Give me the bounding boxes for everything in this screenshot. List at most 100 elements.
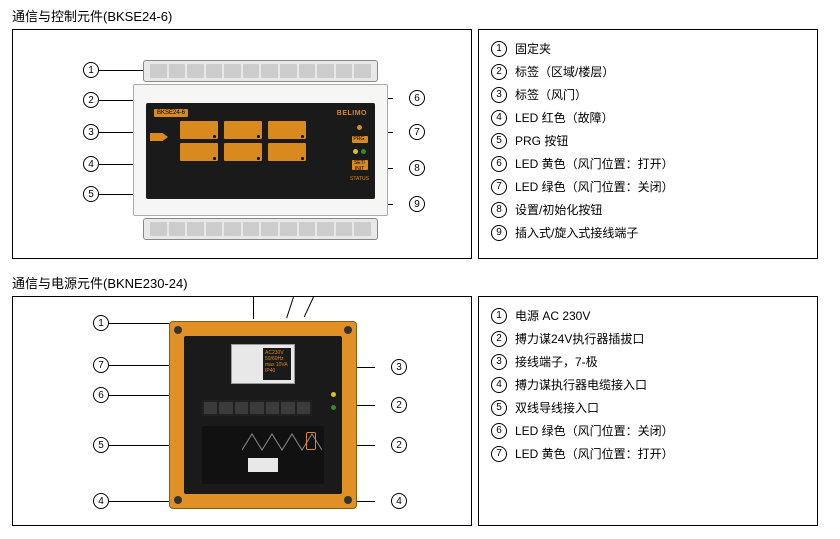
legend-text: 标签（风门） [515, 86, 587, 103]
device-body: BKSE24-6 BELIMO PRG. [133, 84, 388, 216]
rating-text: AC230V 50/60Hz max 10VA IP40 [263, 348, 291, 380]
legend-num: 6 [491, 156, 507, 172]
damper-label-2 [224, 121, 262, 139]
callout-2: 2 [83, 92, 99, 108]
callout-3: 3 [391, 359, 407, 375]
led-red-icon [357, 125, 362, 130]
section2-row: 1 7 6 5 4 3 2 2 4 AC230V 50/60Hz max 10V… [0, 296, 840, 534]
set-init-button[interactable]: SET/ INIT [352, 160, 368, 170]
legend-num: 7 [491, 179, 507, 195]
section1-legend-panel: 1 固定夹 2 标签（区域/楼层） 3 标签（风门） 4 LED 红色（故障） 5 PRG… [478, 29, 818, 259]
callout-4: 4 [93, 493, 109, 509]
damper-label-6 [268, 143, 306, 161]
callout-6: 6 [93, 387, 109, 403]
legend-text: LED 绿色（风门位置：关闭） [515, 422, 674, 439]
legend-text: LED 红色（故障） [515, 109, 614, 126]
terminal-rail-top [143, 60, 378, 82]
legend-item: 2 搏力谋24V执行器插拔口 [491, 330, 805, 347]
zone-label-icon [150, 133, 168, 141]
legend-num: 7 [491, 446, 507, 462]
screw-icon [344, 326, 352, 334]
section1-row: 1 2 3 4 5 6 7 8 9 BKSE24-6 BELIMO [0, 29, 840, 267]
callout-8: 8 [409, 160, 425, 176]
callout-7: 7 [93, 357, 109, 373]
callout-6: 6 [409, 90, 425, 106]
section2-title: 通信与电源元件(BKNE230-24) [12, 273, 840, 292]
led-green-icon [361, 149, 366, 154]
screw-icon [174, 496, 182, 504]
status-label: STATUS [350, 176, 369, 182]
led-green-icon [331, 405, 336, 410]
legend-item: 5 双线导线接入口 [491, 399, 805, 416]
legend-num: 2 [491, 331, 507, 347]
damper-grid [180, 121, 367, 161]
device-bkse24-6: BKSE24-6 BELIMO PRG. [133, 60, 388, 240]
legend-num: 1 [491, 308, 507, 324]
legend-item: 9 插入式/旋入式接线端子 [491, 224, 805, 241]
damper-label-4 [180, 143, 218, 161]
legend-num: 3 [491, 354, 507, 370]
rating-label: AC230V 50/60Hz max 10VA IP40 [231, 344, 295, 384]
legend-text: 固定夹 [515, 40, 551, 57]
brand-label: BELIMO [337, 110, 367, 117]
callout-5: 5 [83, 186, 99, 202]
device-case: AC230V 50/60Hz max 10VA IP40 [169, 321, 357, 509]
legend-num: 3 [491, 87, 507, 103]
legend-text: LED 绿色（风门位置：关闭） [515, 178, 674, 195]
legend-text: 搏力谋24V执行器插拔口 [515, 330, 644, 347]
legend-text: 插入式/旋入式接线端子 [515, 224, 638, 241]
legend-num: 8 [491, 202, 507, 218]
legend-num: 2 [491, 64, 507, 80]
section1-diagram-panel: 1 2 3 4 5 6 7 8 9 BKSE24-6 BELIMO [12, 29, 472, 259]
legend-text: 标签（区域/楼层） [515, 63, 614, 80]
legend-num: 5 [491, 400, 507, 416]
legend-text: 设置/初始化按钮 [515, 201, 602, 218]
callout-9: 9 [409, 196, 425, 212]
section2-legend-panel: 1电源 AC 230V 2 搏力谋24V执行器插拔口 3 接线端子，7-极 4 搏力谋… [478, 296, 818, 526]
legend-text: PRG 按钮 [515, 132, 568, 149]
led-column [331, 392, 336, 410]
legend-item: 3 接线端子，7-极 [491, 353, 805, 370]
callout-3: 3 [83, 124, 99, 140]
led-yellow-icon [331, 392, 336, 397]
connector-icon [306, 432, 316, 450]
lower-cover [202, 426, 324, 484]
device-inner: AC230V 50/60Hz max 10VA IP40 [184, 336, 342, 494]
side-controls: PRG. SET/ INIT STATUS [350, 125, 369, 182]
callout-4b: 4 [391, 493, 407, 509]
callout-1: 1 [83, 62, 99, 78]
legend-num: 5 [491, 133, 507, 149]
legend-num: 6 [491, 423, 507, 439]
legend-text: 双线导线接入口 [515, 399, 599, 416]
screw-icon [344, 496, 352, 504]
legend-item: 5 PRG 按钮 [491, 132, 805, 149]
legend-num: 4 [491, 377, 507, 393]
legend-item: 6LED 黄色（风门位置：打开） [491, 155, 805, 172]
legend-item: 1 固定夹 [491, 40, 805, 57]
legend-text: 接线端子，7-极 [515, 353, 598, 370]
prg-button[interactable]: PRG. [352, 136, 368, 143]
legend-item: 4 LED 红色（故障） [491, 109, 805, 126]
callout-1: 1 [93, 315, 109, 331]
legend-item: 3 标签（风门） [491, 86, 805, 103]
callout-2b: 2 [391, 437, 407, 453]
legend-item: 6 LED 绿色（风门位置：关闭） [491, 422, 805, 439]
damper-label-5 [224, 143, 262, 161]
legend-item: 8 设置/初始化按钮 [491, 201, 805, 218]
legend-item: 1电源 AC 230V [491, 307, 805, 324]
legend-num: 1 [491, 41, 507, 57]
model-label: BKSE24-6 [154, 109, 188, 117]
legend-text: 搏力谋执行器电缆接入口 [515, 376, 647, 393]
callout-7: 7 [409, 124, 425, 140]
legend-num: 4 [491, 110, 507, 126]
callout-5: 5 [93, 437, 109, 453]
damper-label-1 [180, 121, 218, 139]
legend-num: 9 [491, 225, 507, 241]
device-face: BKSE24-6 BELIMO PRG. [146, 103, 375, 199]
legend-item: 2 标签（区域/楼层） [491, 63, 805, 80]
damper-label-3 [268, 121, 306, 139]
callout-2: 2 [391, 397, 407, 413]
callout-4: 4 [83, 156, 99, 172]
legend-item: 7LED 黄色（风门位置：打开） [491, 445, 805, 462]
section2-diagram-panel: 1 7 6 5 4 3 2 2 4 AC230V 50/60Hz max 10V… [12, 296, 472, 526]
